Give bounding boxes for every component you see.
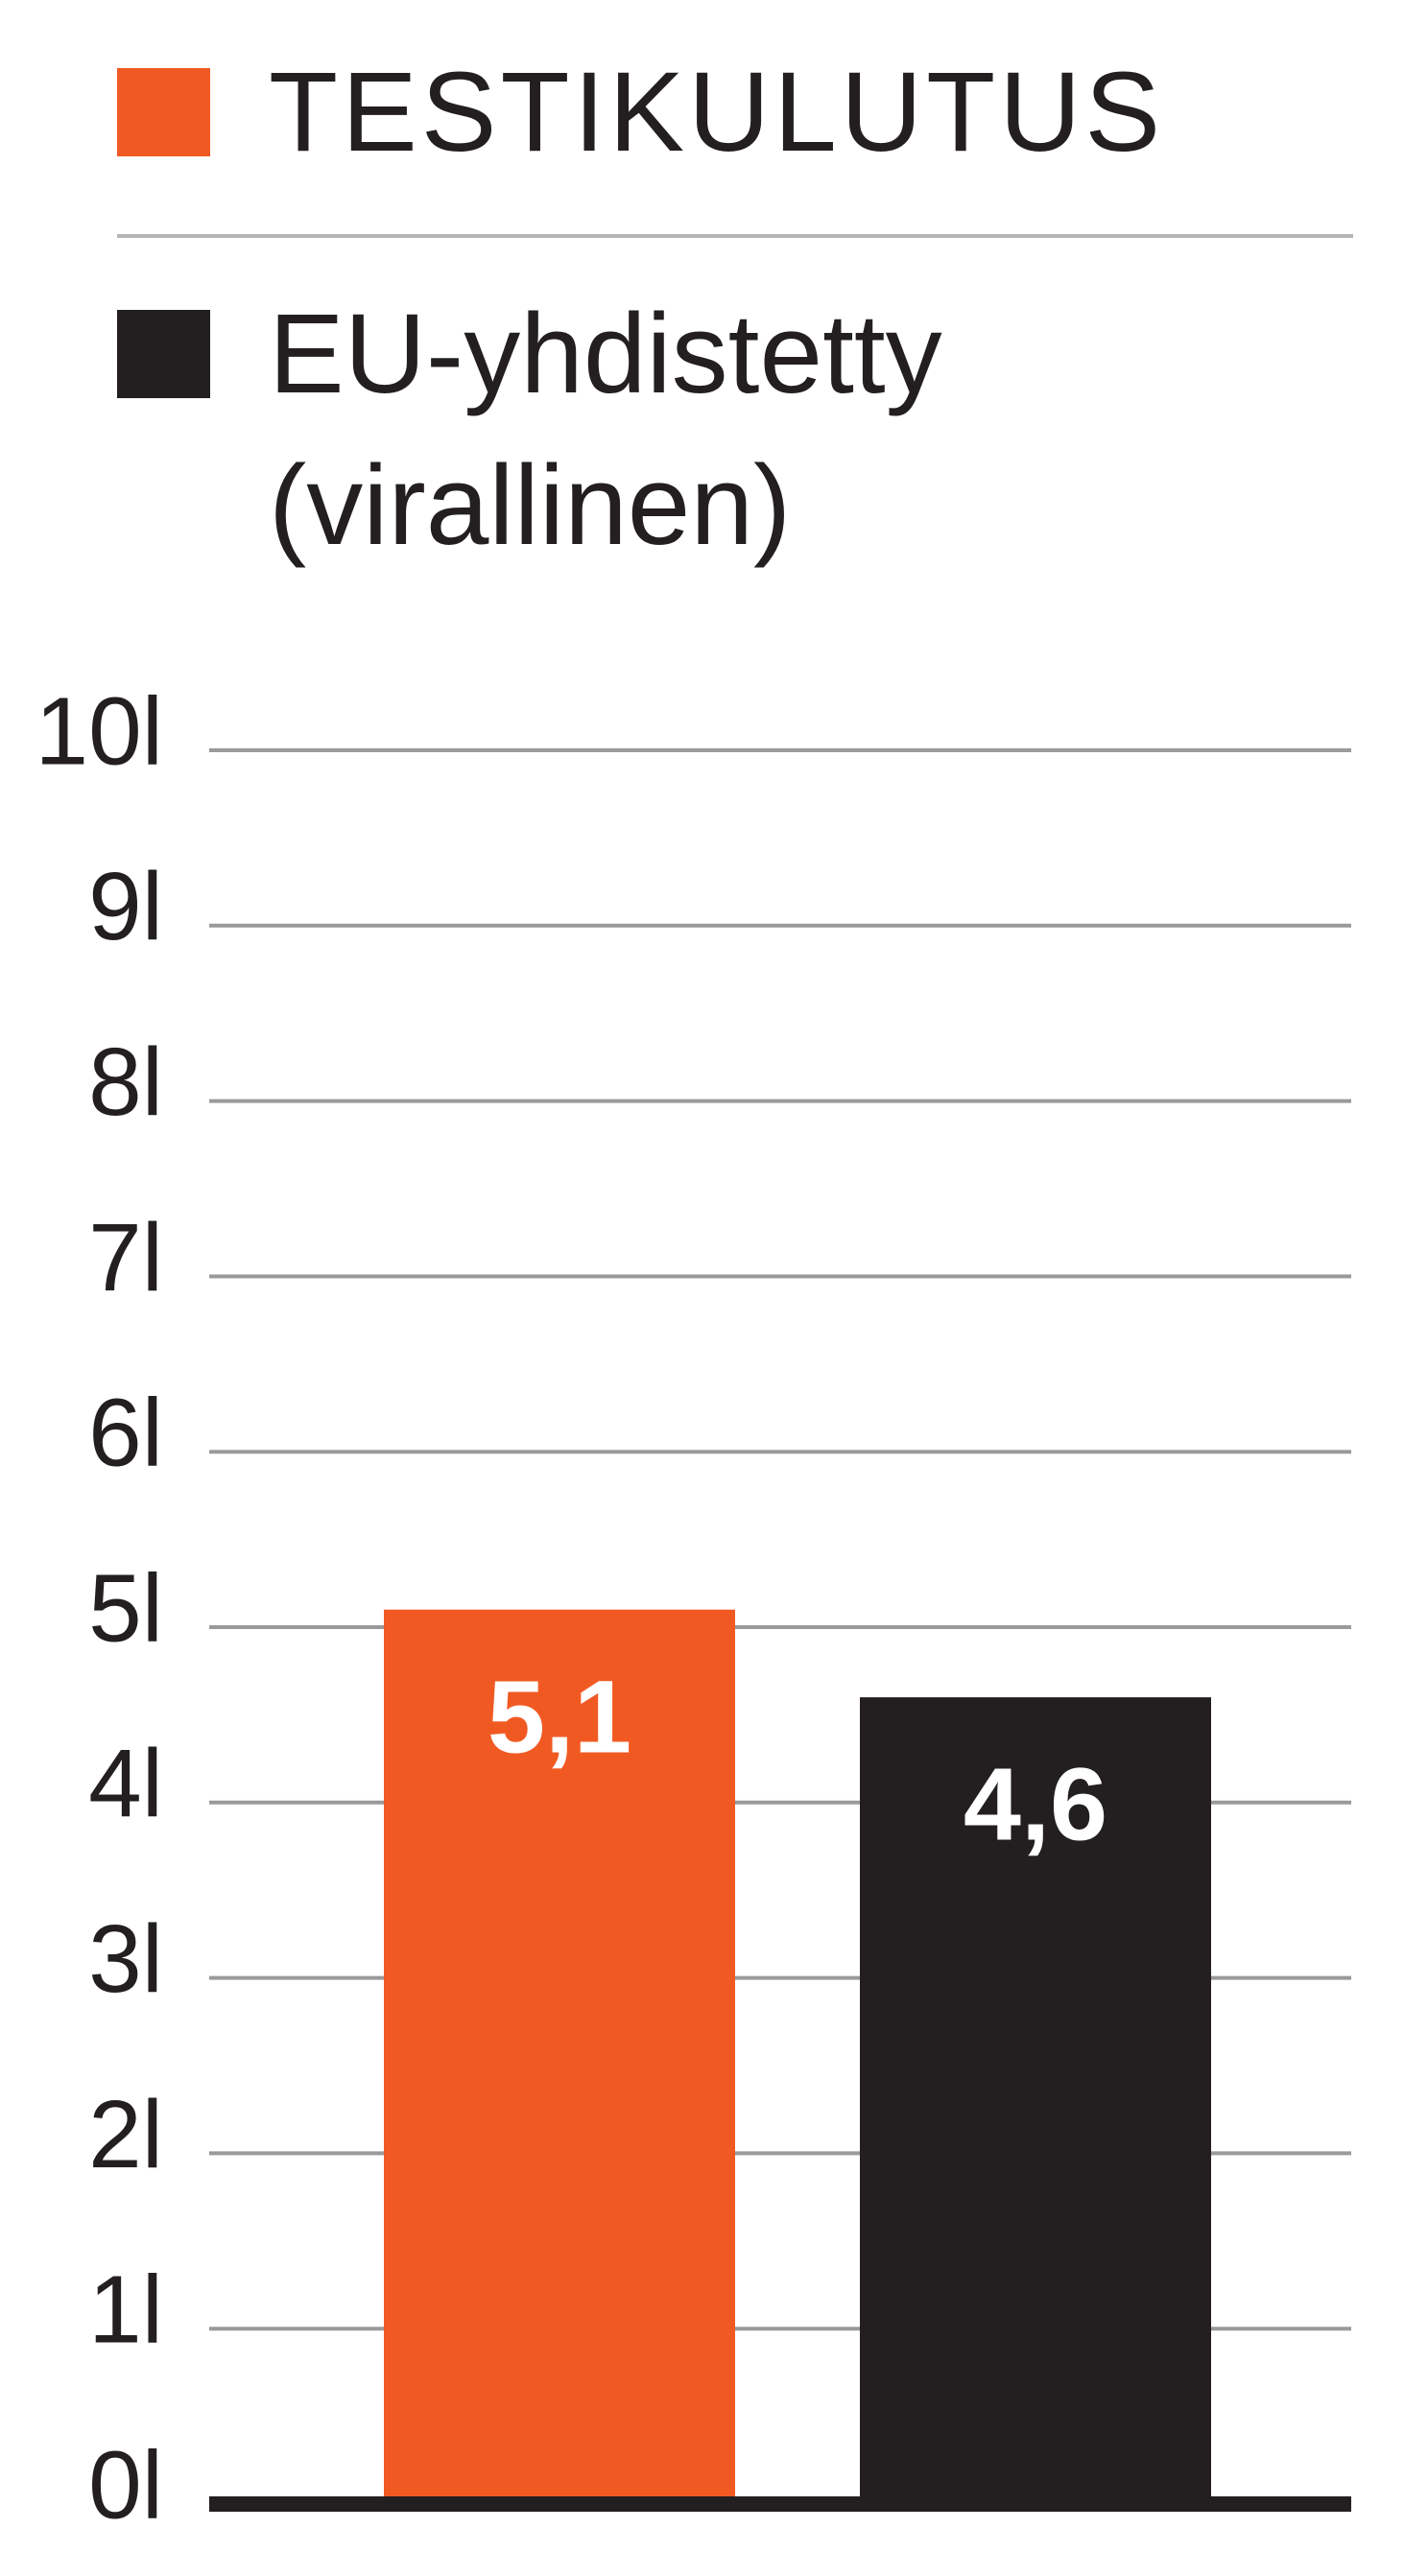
y-tick-label: 5l — [88, 1554, 163, 1662]
legend: TESTIKULUTUS EU-yhdistetty (virallinen) — [0, 0, 1428, 614]
value-label: 5,1 — [488, 1658, 631, 1774]
bar — [384, 1609, 735, 2504]
y-tick-label: 9l — [88, 853, 163, 960]
y-tick-label: 4l — [88, 1730, 163, 1837]
y-tick-label: 0l — [88, 2431, 163, 2539]
y-tick-label: 8l — [88, 1028, 163, 1136]
y-tick-label: 10l — [36, 677, 163, 785]
y-tick-label: 1l — [88, 2257, 163, 2364]
legend-separator — [117, 234, 1353, 238]
y-tick-label: 3l — [88, 1905, 163, 2013]
y-tick-label: 6l — [88, 1380, 163, 1487]
legend-label: TESTIKULUTUS — [269, 49, 1165, 176]
bar — [860, 1697, 1211, 2504]
y-tick-label: 2l — [88, 2081, 163, 2188]
y-tick-label: 7l — [88, 1204, 163, 1312]
legend-swatch — [117, 310, 210, 398]
legend-label: EU-yhdistetty (virallinen) — [269, 291, 942, 569]
legend-swatch — [117, 68, 210, 156]
value-label: 4,6 — [964, 1746, 1107, 1862]
